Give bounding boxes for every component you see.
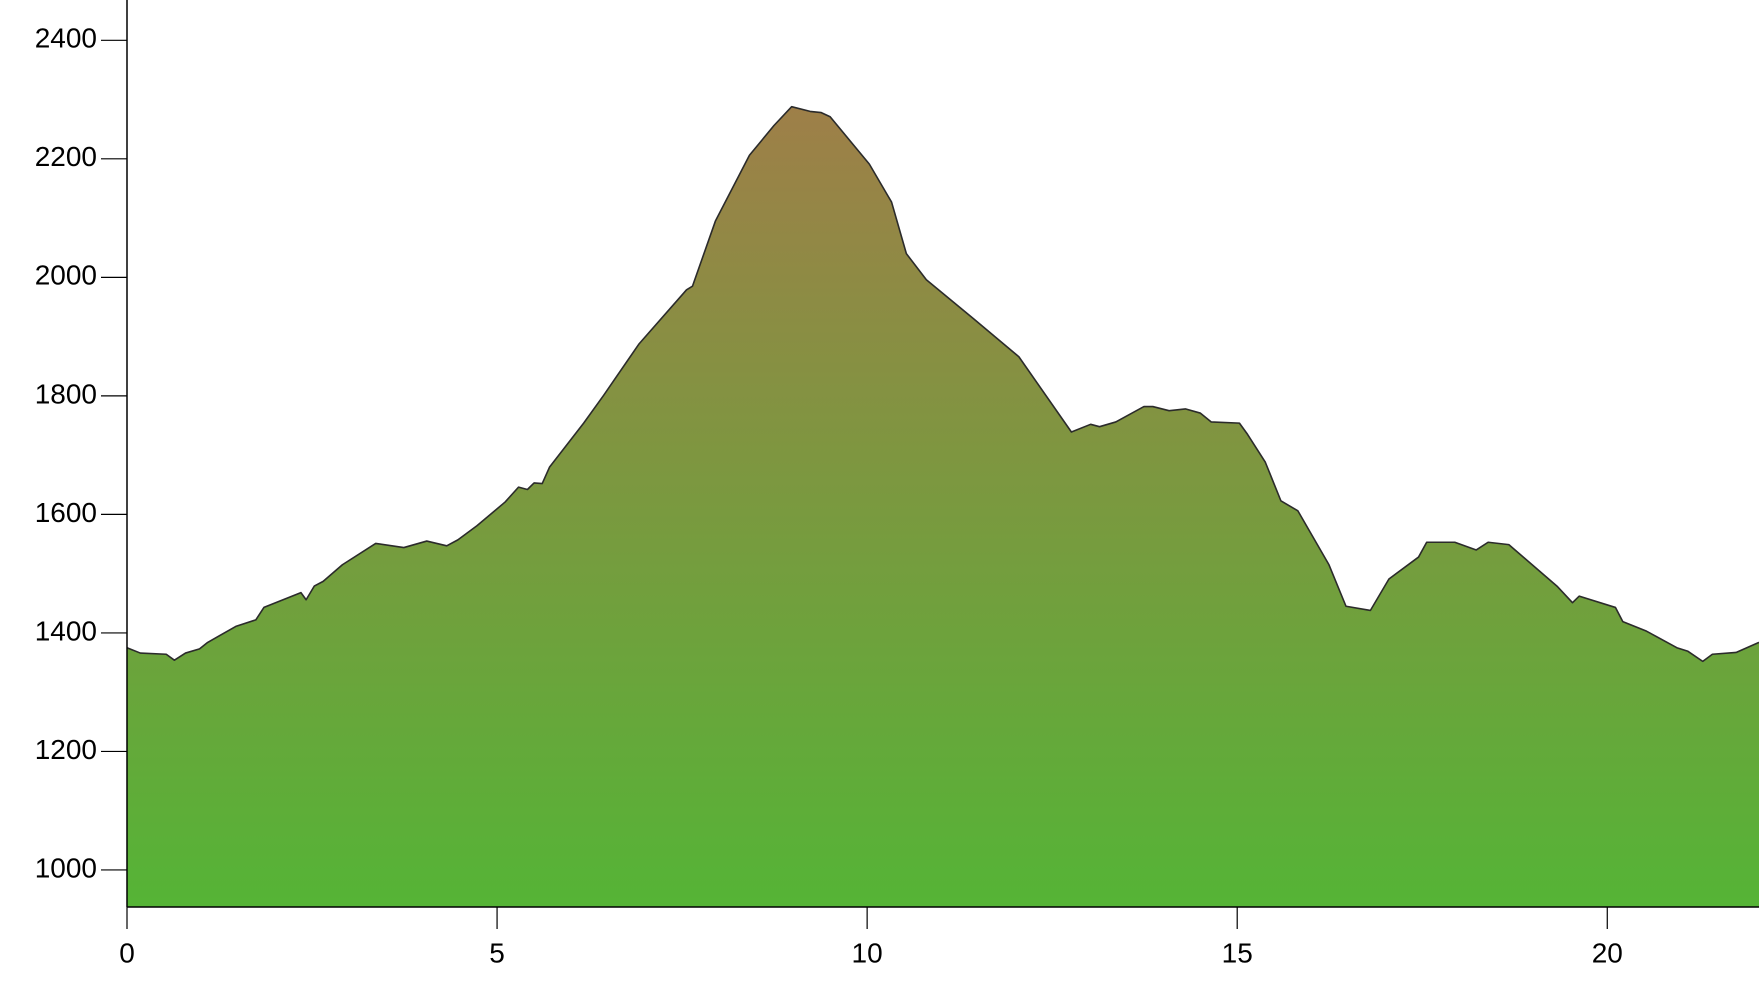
y-tick-label: 2200 (35, 141, 97, 172)
area-line (126, 105, 1759, 663)
x-tick-label: 15 (1222, 937, 1253, 968)
y-tick-label: 1400 (35, 615, 97, 646)
x-tick-label: 10 (852, 937, 883, 968)
area-fill (127, 106, 1759, 908)
y-tick-label: 1200 (35, 734, 97, 765)
y-tick-label: 2000 (35, 260, 97, 291)
y-tick-label: 1800 (35, 378, 97, 409)
y-tick-label: 1000 (35, 852, 97, 883)
x-tick-label: 5 (489, 937, 505, 968)
x-tick-label: 0 (119, 937, 135, 968)
y-tick-label: 2400 (35, 23, 97, 54)
y-tick-label: 1600 (35, 497, 97, 528)
x-tick-label: 20 (1592, 937, 1623, 968)
